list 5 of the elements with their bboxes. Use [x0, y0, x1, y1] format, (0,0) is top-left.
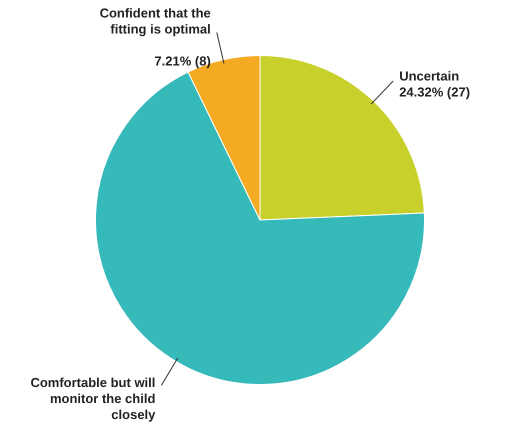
slice-label: Uncertain — [399, 68, 460, 84]
slice-label: Confident that the fitting is optimal — [100, 6, 211, 37]
slice-label: Comfortable but will monitor the child closely — [30, 374, 156, 422]
data-label: 7.21% (8) — [154, 54, 211, 69]
data-label: 24.32% (27) — [399, 84, 470, 100]
